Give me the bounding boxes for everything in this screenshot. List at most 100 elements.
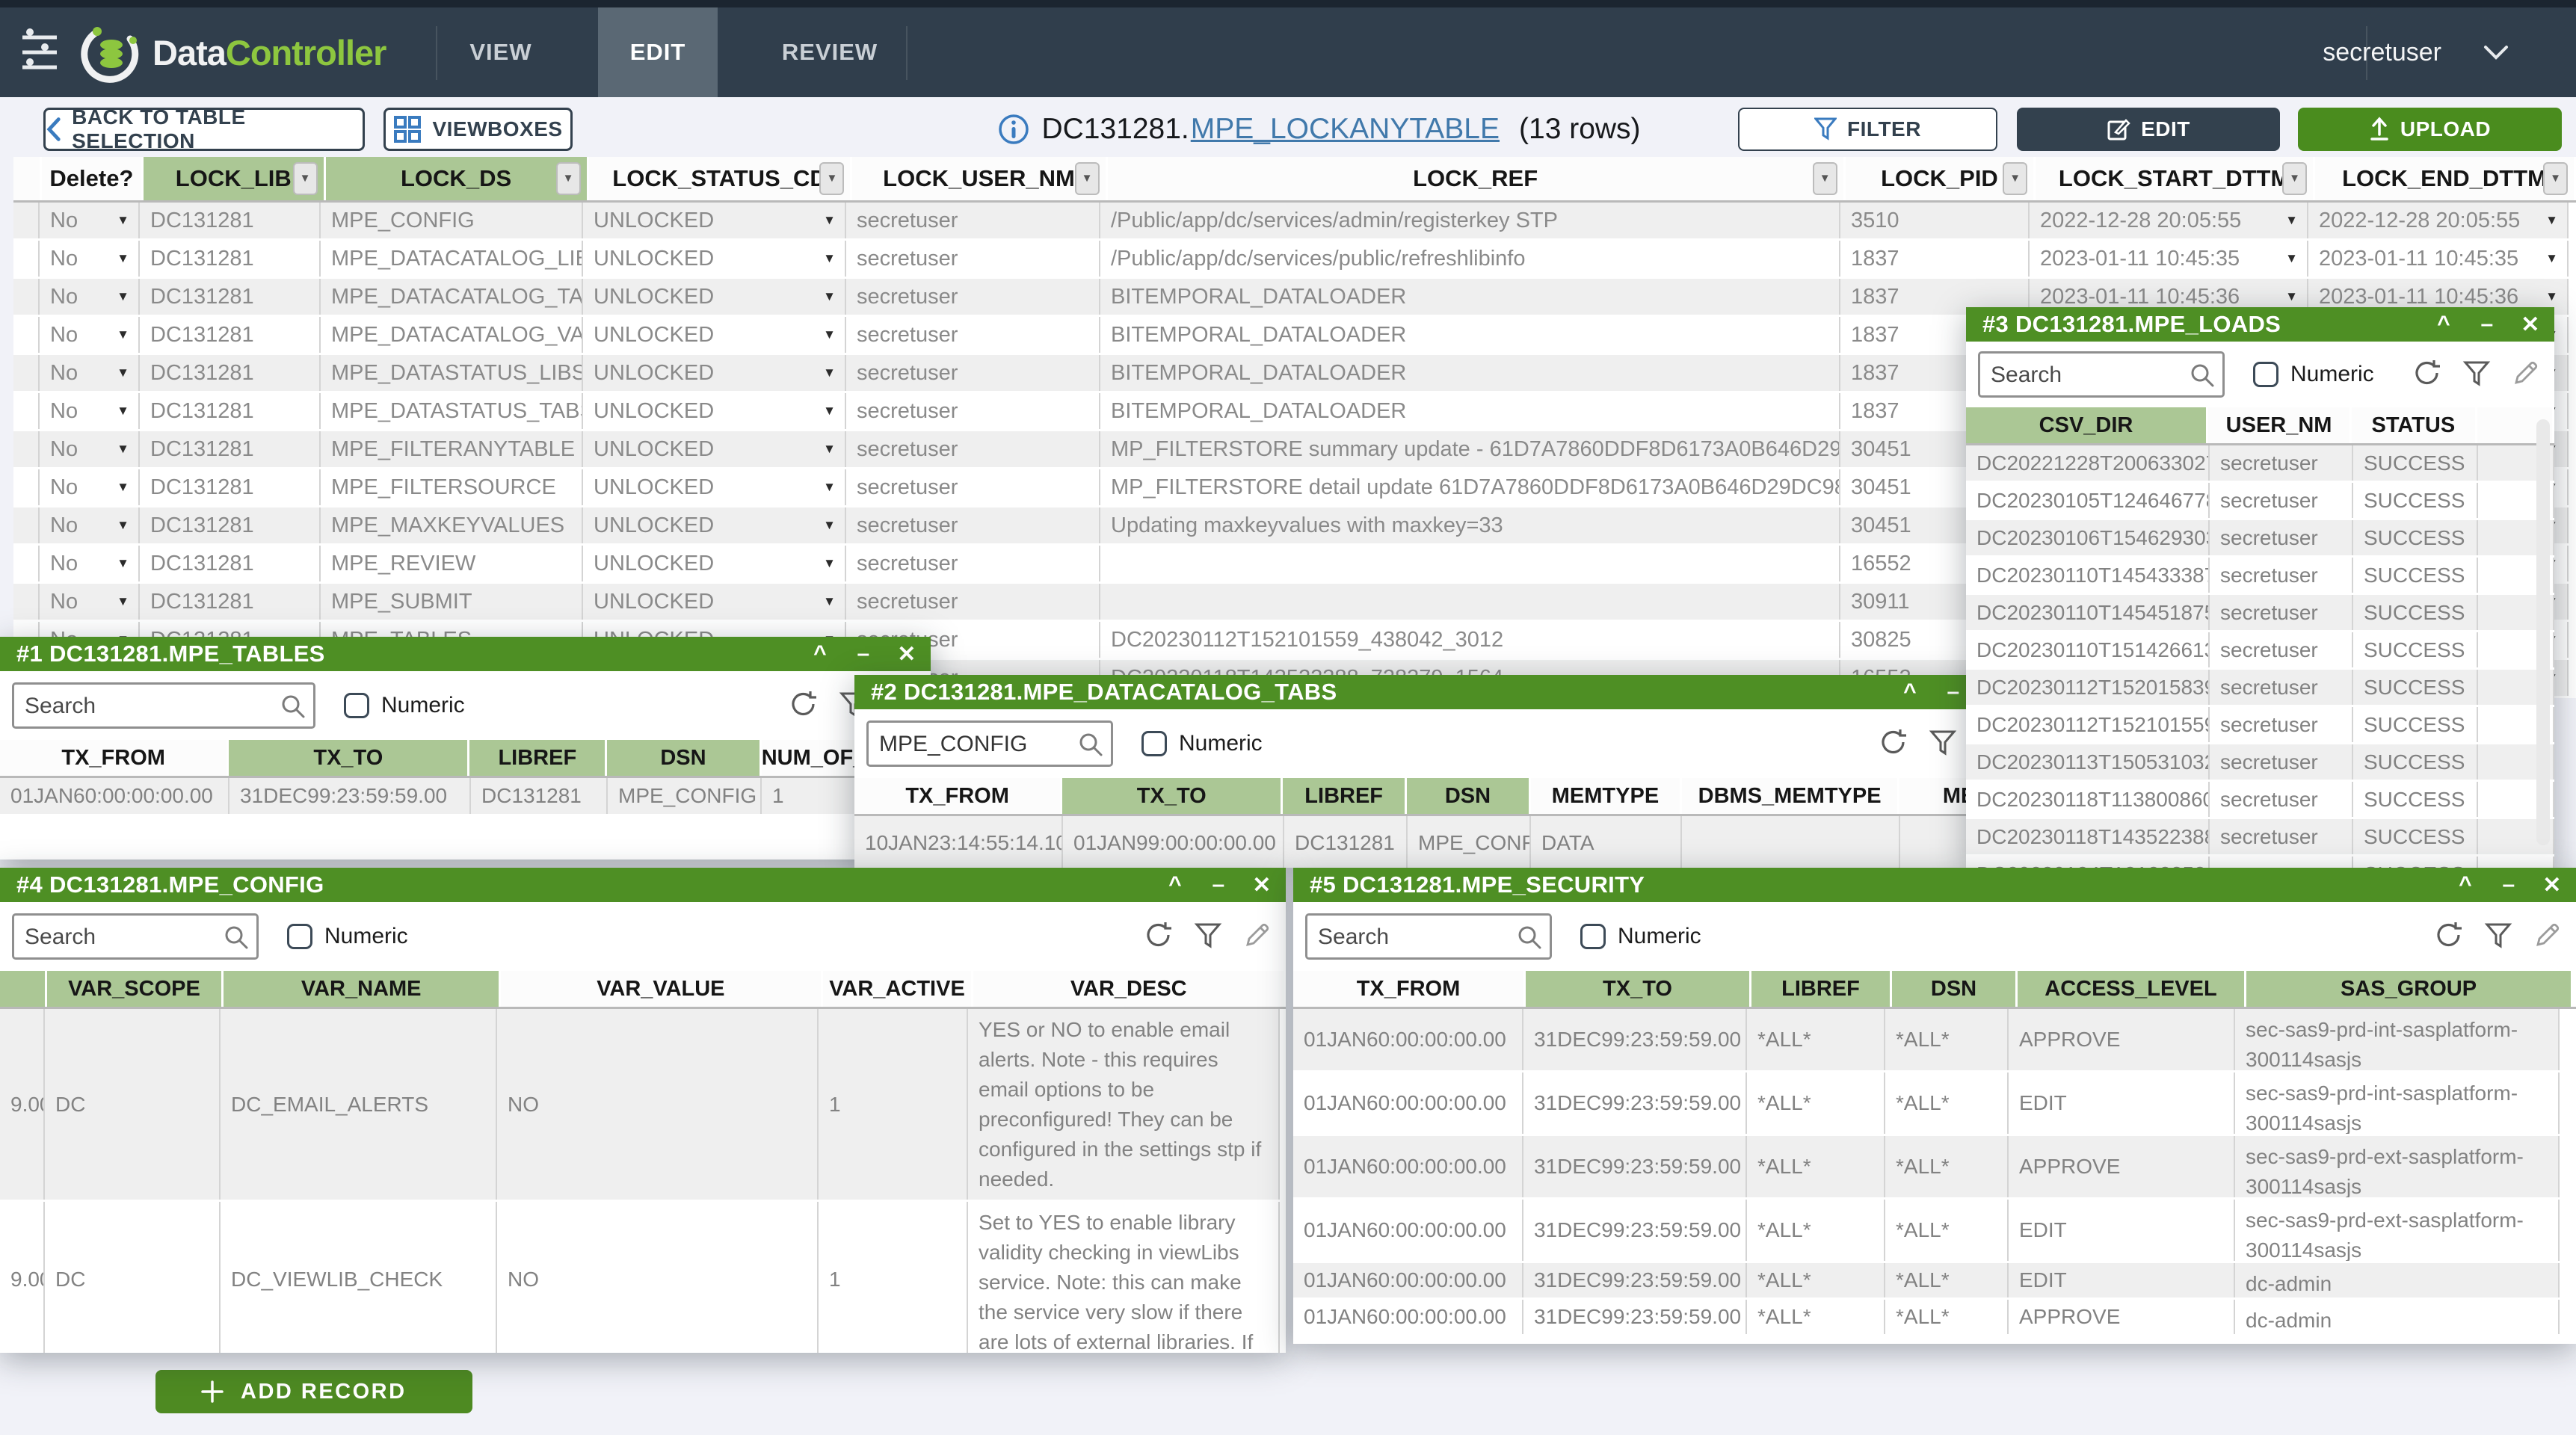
refresh-icon[interactable]: [789, 689, 819, 723]
search-input[interactable]: [878, 723, 1062, 766]
dropdown-arrow-icon[interactable]: ▼: [2545, 251, 2558, 265]
cell-value: DC131281: [150, 361, 254, 385]
filter-button[interactable]: FILTER: [1738, 108, 1997, 151]
pencil-icon[interactable]: [2511, 358, 2541, 392]
dropdown-arrow-icon[interactable]: ▼: [117, 327, 129, 342]
dropdown-arrow-icon[interactable]: ▼: [117, 289, 129, 303]
column-filter-button[interactable]: ▼: [555, 162, 581, 195]
column-filter-button[interactable]: ▼: [2282, 162, 2308, 195]
column-filter-button[interactable]: ▼: [292, 162, 318, 195]
column-filter-button[interactable]: ▼: [2003, 162, 2028, 195]
dropdown-arrow-icon[interactable]: ▼: [2285, 251, 2298, 265]
dropdown-arrow-icon[interactable]: ▼: [823, 327, 836, 342]
dropdown-arrow-icon[interactable]: ▼: [823, 404, 836, 418]
column-filter-button[interactable]: ▼: [1812, 162, 1837, 195]
column-filter-button[interactable]: ▼: [2543, 162, 2568, 195]
table-name-link[interactable]: MPE_LOCKANYTABLE: [1190, 113, 1500, 145]
close-icon[interactable]: ✕: [897, 641, 916, 667]
collapse-icon[interactable]: ^: [2459, 872, 2472, 897]
refresh-icon[interactable]: [1144, 920, 1174, 954]
info-icon[interactable]: [998, 114, 1029, 145]
collapse-icon[interactable]: ^: [1168, 872, 1182, 897]
numeric-checkbox[interactable]: [344, 693, 369, 718]
search-input[interactable]: [23, 685, 250, 728]
minimize-icon[interactable]: –: [1947, 679, 1960, 704]
collapse-icon[interactable]: ^: [813, 641, 827, 666]
dropdown-arrow-icon[interactable]: ▼: [117, 251, 129, 265]
dropdown-arrow-icon[interactable]: ▼: [2545, 213, 2558, 227]
pencil-icon[interactable]: [2533, 920, 2563, 954]
cell-value: /Public/app/dc/services/public/refreshli…: [1111, 247, 1526, 271]
viewbox-window: #2 DC131281.MPE_DATACATALOG_TABS^–✕Numer…: [854, 675, 2021, 868]
numeric-checkbox[interactable]: [1580, 924, 1606, 949]
viewbox-titlebar[interactable]: #4 DC131281.MPE_CONFIG ^ – ✕: [0, 868, 1286, 902]
refresh-icon[interactable]: [2434, 920, 2464, 954]
close-icon[interactable]: ✕: [2521, 312, 2540, 337]
add-record-button[interactable]: ADD RECORD: [155, 1370, 472, 1413]
dropdown-arrow-icon[interactable]: ▼: [823, 556, 836, 570]
dropdown-arrow-icon[interactable]: ▼: [117, 442, 129, 456]
user-menu[interactable]: secretuser: [2323, 7, 2509, 97]
minimize-icon[interactable]: –: [1212, 872, 1225, 897]
table-cell: MPE_REVIEW: [321, 546, 583, 581]
funnel-icon[interactable]: [1928, 727, 1958, 761]
sidebar-toggle-icon[interactable]: [19, 28, 64, 76]
dropdown-arrow-icon[interactable]: ▼: [823, 480, 836, 494]
dropdown-arrow-icon[interactable]: ▼: [117, 404, 129, 418]
dropdown-arrow-icon[interactable]: ▼: [823, 251, 836, 265]
refresh-icon[interactable]: [2412, 358, 2442, 392]
dropdown-arrow-icon[interactable]: ▼: [823, 594, 836, 608]
close-icon[interactable]: ✕: [1252, 872, 1272, 898]
tab-edit[interactable]: EDIT: [598, 7, 718, 97]
dropdown-arrow-icon[interactable]: ▼: [823, 518, 836, 532]
minimize-icon[interactable]: –: [2480, 312, 2494, 336]
dropdown-arrow-icon[interactable]: ▼: [117, 518, 129, 532]
tab-review[interactable]: REVIEW: [781, 39, 878, 65]
dropdown-arrow-icon[interactable]: ▼: [2545, 289, 2558, 303]
minimize-icon[interactable]: –: [2502, 872, 2515, 897]
back-to-table-selection-button[interactable]: BACK TO TABLE SELECTION: [43, 105, 365, 152]
search-input[interactable]: [1316, 916, 1501, 959]
numeric-checkbox[interactable]: [1141, 731, 1167, 756]
collapse-icon[interactable]: ^: [1903, 679, 1917, 704]
table-cell: Set to YES to enable library validity ch…: [968, 1202, 1280, 1353]
cell-value: 1: [829, 1093, 841, 1116]
dropdown-arrow-icon[interactable]: ▼: [117, 365, 129, 380]
upload-button[interactable]: UPLOAD: [2298, 108, 2562, 151]
funnel-icon[interactable]: [2483, 920, 2513, 954]
dropdown-arrow-icon[interactable]: ▼: [823, 365, 836, 380]
cell-value: 30825: [1851, 628, 1911, 652]
viewbox-titlebar[interactable]: #3 DC131281.MPE_LOADS ^ – ✕: [1966, 307, 2554, 342]
dropdown-arrow-icon[interactable]: ▼: [823, 289, 836, 303]
edit-button[interactable]: EDIT: [2017, 108, 2280, 151]
minimize-icon[interactable]: –: [857, 641, 870, 666]
collapse-icon[interactable]: ^: [2437, 312, 2450, 336]
funnel-icon[interactable]: [1193, 920, 1223, 954]
viewboxes-button[interactable]: VIEWBOXES: [383, 108, 573, 151]
dropdown-arrow-icon[interactable]: ▼: [117, 213, 129, 227]
dropdown-arrow-icon[interactable]: ▼: [117, 594, 129, 608]
pencil-icon[interactable]: [1242, 920, 1272, 954]
refresh-icon[interactable]: [1879, 727, 1908, 761]
dropdown-arrow-icon[interactable]: ▼: [117, 556, 129, 570]
dropdown-arrow-icon[interactable]: ▼: [2285, 289, 2298, 303]
viewbox-titlebar[interactable]: #2 DC131281.MPE_DATACATALOG_TABS^–✕: [854, 675, 2021, 709]
search-input[interactable]: [1989, 354, 2174, 397]
tab-view[interactable]: VIEW: [469, 39, 532, 65]
funnel-icon[interactable]: [2462, 358, 2492, 392]
vertical-scrollbar[interactable]: [2536, 419, 2550, 845]
column-filter-button[interactable]: ▼: [1074, 162, 1100, 195]
numeric-checkbox[interactable]: [287, 924, 312, 949]
dropdown-arrow-icon[interactable]: ▼: [823, 442, 836, 456]
dropdown-arrow-icon[interactable]: ▼: [823, 213, 836, 227]
dropdown-arrow-icon[interactable]: ▼: [2285, 213, 2298, 227]
search-input[interactable]: [23, 916, 208, 959]
close-icon[interactable]: ✕: [2542, 872, 2562, 898]
dropdown-arrow-icon[interactable]: ▼: [117, 480, 129, 494]
viewbox-titlebar[interactable]: #5 DC131281.MPE_SECURITY ^ – ✕: [1293, 868, 2576, 902]
column-filter-button[interactable]: ▼: [819, 162, 845, 195]
cell-value: 30451: [1851, 475, 1911, 499]
viewbox-titlebar[interactable]: #1 DC131281.MPE_TABLES ^ – ✕: [0, 637, 931, 671]
numeric-checkbox[interactable]: [2253, 362, 2278, 387]
brand-text-controller: Controller: [225, 32, 387, 72]
